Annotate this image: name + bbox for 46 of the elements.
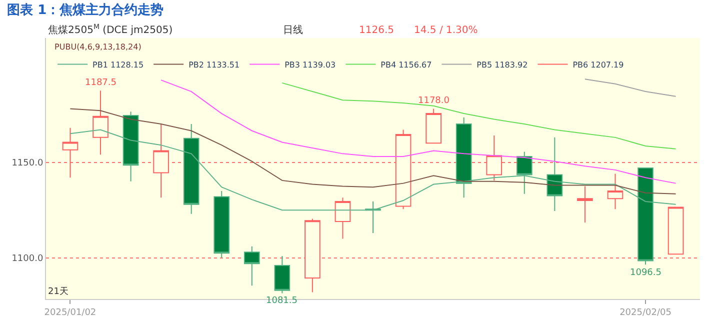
candlestick [668,206,684,255]
text: 1081.5 [266,296,298,306]
text: 14.5 / 1.30% [414,25,478,36]
y-tick-label: 1150.0 [12,158,44,168]
line-series [70,108,676,194]
candlestick [183,124,200,214]
text: 日线 [283,24,303,36]
candlestick [607,173,624,210]
line-series [70,129,676,211]
legend-title: PUBU(4,6,9,13,18,24) [54,42,142,52]
candlestick [395,129,412,210]
candlestick [486,135,502,181]
text: 1178.0 [418,96,450,106]
legend-label: PB3 1139.03 [284,60,336,70]
candlestick [638,168,654,266]
candlestick [274,255,290,294]
candlestick [92,90,108,156]
candlestick [62,127,78,178]
legend-label: PB5 1183.92 [476,60,528,70]
line-series [160,80,676,184]
candlestick [244,246,260,286]
candlestick [304,218,320,293]
legend-label: PB6 1207.19 [572,60,624,70]
candlestick [153,124,169,198]
candlestick [546,136,563,212]
text: 1187.5 [85,78,116,88]
candlestick [214,190,230,258]
candlestick [516,151,532,194]
text: 1096.5 [630,268,662,278]
candlestick [426,108,442,144]
legend-label: PB1 1128.15 [92,60,144,70]
candlestick [577,186,593,224]
line-series [584,78,676,97]
legend-label: PB4 1156.67 [380,60,432,70]
text: 1126.5 [359,25,394,36]
candlestick [456,116,472,198]
x-tick-label: 2025/02/05 [620,308,672,318]
legend-label: PB2 1133.51 [188,60,240,70]
candlestick [334,197,351,240]
annotation: 21天 [48,286,68,297]
candlestick [122,111,139,182]
x-tick-label: 2025/01/02 [44,308,96,318]
text: 焦煤2505$^{M}$ (DCE jm2505) [48,23,173,36]
chart-title: 图表 1：焦煤主力合约走势 [7,2,164,18]
y-tick-label: 1100.0 [12,254,44,264]
line-series [282,82,676,150]
